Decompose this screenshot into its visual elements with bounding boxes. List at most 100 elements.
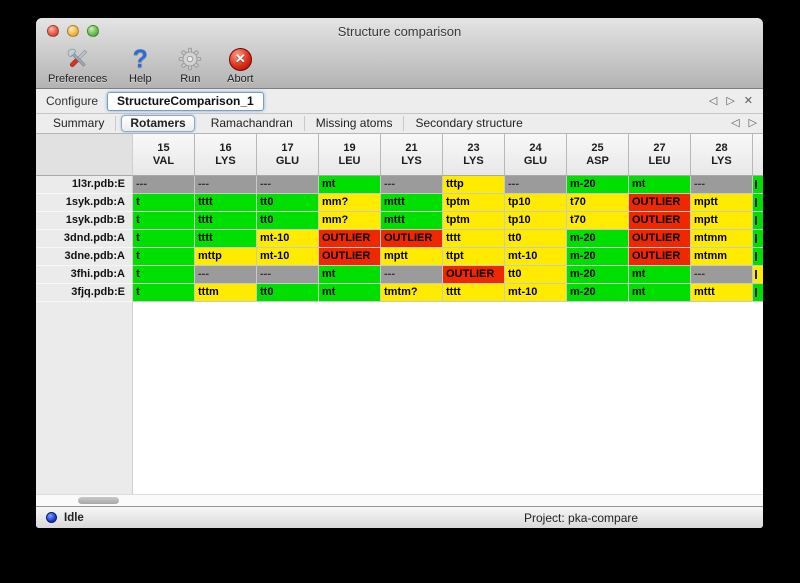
rotamer-cell[interactable]: mm? <box>319 212 381 230</box>
rotamer-cell[interactable]: mtmm <box>691 230 753 248</box>
rotamer-cell[interactable]: tttt <box>195 212 257 230</box>
row-label[interactable]: 3fhi.pdb:A <box>36 266 133 284</box>
horizontal-scrollbar[interactable] <box>36 494 763 506</box>
tab-missing-atoms[interactable]: Missing atoms <box>305 116 405 131</box>
help-button[interactable]: ? Help <box>123 45 157 86</box>
rotamer-cell[interactable]: mt-10 <box>505 284 567 302</box>
rotamer-cell[interactable]: m-20 <box>567 230 629 248</box>
rotamer-cell[interactable]: OUTLIER <box>629 248 691 266</box>
rotamer-cell[interactable]: --- <box>133 176 195 194</box>
tab-ramachandran[interactable]: Ramachandran <box>200 116 305 131</box>
rotamer-cell[interactable]: OUTLIER <box>319 230 381 248</box>
titlebar[interactable]: Structure comparison <box>36 18 763 44</box>
rotamer-cell[interactable]: tttt <box>443 230 505 248</box>
rotamer-cell[interactable]: tt0 <box>257 194 319 212</box>
row-label[interactable]: 1l3r.pdb:E <box>36 176 133 194</box>
rotamer-cell[interactable]: t <box>133 230 195 248</box>
rotamer-cell[interactable]: OUTLIER <box>629 230 691 248</box>
rotamer-cell[interactable]: mt-10 <box>505 248 567 266</box>
tab-rotamers[interactable]: Rotamers <box>121 115 195 132</box>
tab-secondary-structure[interactable]: Secondary structure <box>415 116 523 130</box>
rotamer-cell[interactable]: tt0 <box>257 212 319 230</box>
row-label[interactable]: 1syk.pdb:B <box>36 212 133 230</box>
rotamer-cell[interactable]: t <box>133 212 195 230</box>
rotamer-cell[interactable]: mtmm <box>691 248 753 266</box>
tab-summary[interactable]: Summary <box>42 116 117 131</box>
zoom-window-button[interactable] <box>87 25 99 37</box>
prev-configure-icon[interactable]: ◁ <box>708 94 718 107</box>
rotamer-cell[interactable]: t <box>133 266 195 284</box>
rotamer-cell[interactable]: mttt <box>381 212 443 230</box>
rotamer-cell[interactable]: mm? <box>319 194 381 212</box>
configure-name-field[interactable]: StructureComparison_1 <box>107 91 264 111</box>
rotamer-cell[interactable]: mptt <box>691 194 753 212</box>
rotamer-cell[interactable]: OUTLIER <box>629 212 691 230</box>
rotamer-cell[interactable]: tt0 <box>505 230 567 248</box>
rotamer-cell[interactable]: tttt <box>443 284 505 302</box>
minimize-window-button[interactable] <box>67 25 79 37</box>
rotamer-cell[interactable]: tptm <box>443 212 505 230</box>
rotamer-cell[interactable]: mt <box>629 284 691 302</box>
rotamer-cell[interactable]: --- <box>691 266 753 284</box>
row-label[interactable]: 3dne.pdb:A <box>36 248 133 266</box>
close-configure-icon[interactable]: ✕ <box>743 94 753 107</box>
rotamer-cell[interactable]: mt-10 <box>257 248 319 266</box>
rotamer-cell[interactable]: mptt <box>381 248 443 266</box>
rotamer-cell[interactable]: OUTLIER <box>319 248 381 266</box>
clipped-rotamer-cell[interactable] <box>753 230 763 248</box>
rotamer-cell[interactable]: mttt <box>381 194 443 212</box>
prev-tab-icon[interactable]: ◁ <box>731 117 740 129</box>
rotamer-cell[interactable]: mt <box>319 266 381 284</box>
rotamer-cell[interactable]: --- <box>691 176 753 194</box>
rotamer-cell[interactable]: mptt <box>691 212 753 230</box>
row-label[interactable]: 1syk.pdb:A <box>36 194 133 212</box>
rotamer-cell[interactable]: m-20 <box>567 266 629 284</box>
rotamer-cell[interactable]: tt0 <box>257 284 319 302</box>
rotamer-cell[interactable]: tp10 <box>505 194 567 212</box>
rotamer-cell[interactable]: t <box>133 248 195 266</box>
rotamer-cell[interactable]: mttp <box>195 248 257 266</box>
rotamer-cell[interactable]: t70 <box>567 194 629 212</box>
rotamer-cell[interactable]: mttt <box>691 284 753 302</box>
close-window-button[interactable] <box>47 25 59 37</box>
rotamer-cell[interactable]: ttpt <box>443 248 505 266</box>
rotamer-cell[interactable]: OUTLIER <box>443 266 505 284</box>
rotamer-cell[interactable]: tptm <box>443 194 505 212</box>
rotamer-cell[interactable]: m-20 <box>567 248 629 266</box>
rotamer-cell[interactable]: --- <box>505 176 567 194</box>
rotamer-cell[interactable]: --- <box>195 176 257 194</box>
rotamer-cell[interactable]: --- <box>195 266 257 284</box>
rotamer-cell[interactable]: tttm <box>195 284 257 302</box>
rotamer-cell[interactable]: --- <box>257 266 319 284</box>
rotamer-cell[interactable]: mt <box>319 284 381 302</box>
scrollbar-thumb[interactable] <box>78 497 119 504</box>
rotamer-cell[interactable]: tttt <box>195 194 257 212</box>
clipped-rotamer-cell[interactable] <box>753 212 763 230</box>
clipped-rotamer-cell[interactable] <box>753 266 763 284</box>
row-label[interactable]: 3fjq.pdb:E <box>36 284 133 302</box>
rotamer-cell[interactable]: t <box>133 194 195 212</box>
row-label[interactable]: 3dnd.pdb:A <box>36 230 133 248</box>
clipped-rotamer-cell[interactable] <box>753 194 763 212</box>
rotamer-cell[interactable]: --- <box>381 176 443 194</box>
rotamer-cell[interactable]: m-20 <box>567 284 629 302</box>
rotamer-cell[interactable]: mt <box>629 176 691 194</box>
rotamer-cell[interactable]: tt0 <box>505 266 567 284</box>
rotamer-cell[interactable]: tttt <box>195 230 257 248</box>
run-button[interactable]: Run <box>173 45 207 86</box>
rotamer-cell[interactable]: t70 <box>567 212 629 230</box>
preferences-button[interactable]: Preferences <box>48 45 107 86</box>
next-tab-icon[interactable]: ▷ <box>748 117 757 129</box>
rotamer-cell[interactable]: tp10 <box>505 212 567 230</box>
rotamer-cell[interactable]: mt <box>629 266 691 284</box>
rotamer-cell[interactable]: OUTLIER <box>629 194 691 212</box>
clipped-rotamer-cell[interactable] <box>753 284 763 302</box>
abort-button[interactable]: ✕ Abort <box>223 45 257 86</box>
rotamer-cell[interactable]: --- <box>257 176 319 194</box>
rotamer-cell[interactable]: tttp <box>443 176 505 194</box>
rotamer-cell[interactable]: OUTLIER <box>381 230 443 248</box>
rotamer-cell[interactable]: mt <box>319 176 381 194</box>
next-configure-icon[interactable]: ▷ <box>726 94 735 107</box>
rotamer-cell[interactable]: --- <box>381 266 443 284</box>
rotamer-cell[interactable]: tmtm? <box>381 284 443 302</box>
